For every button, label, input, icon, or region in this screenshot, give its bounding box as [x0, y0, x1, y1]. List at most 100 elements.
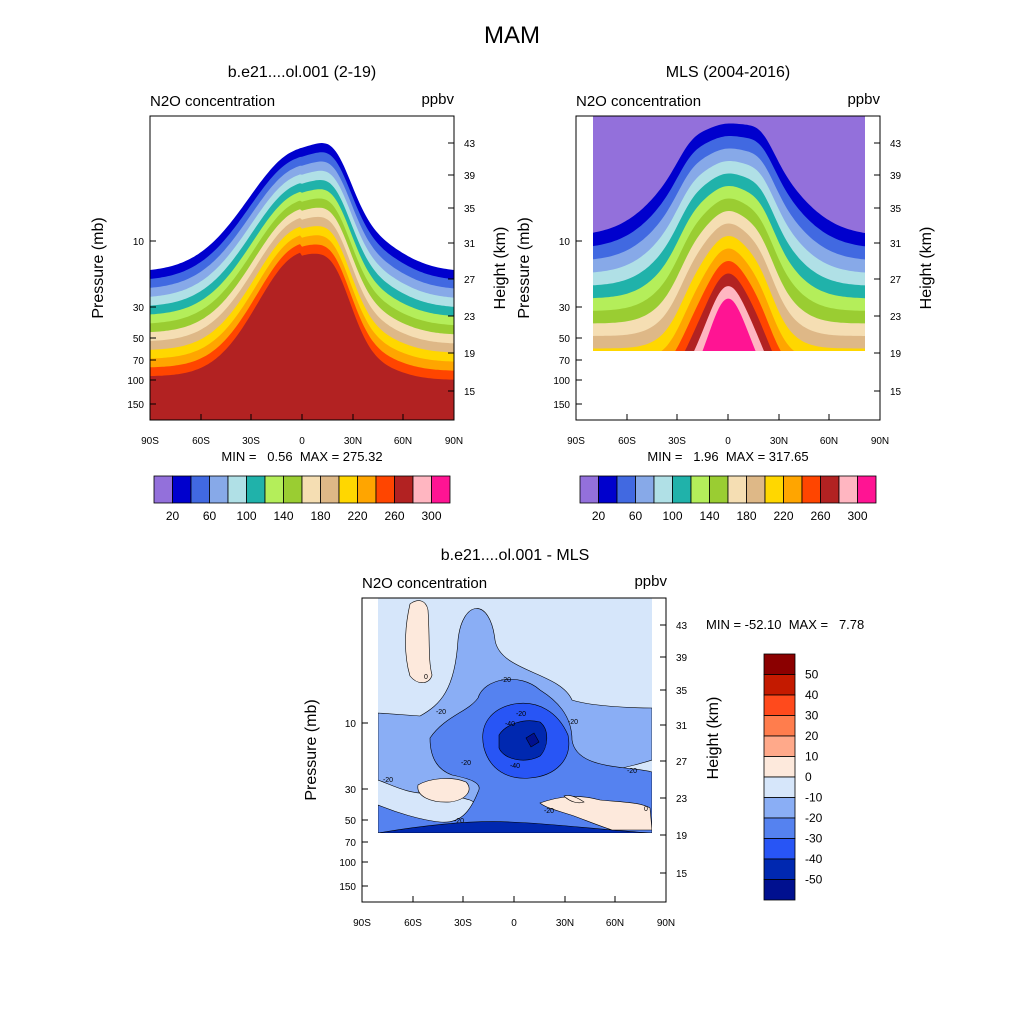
y-right-tick-label: 31 — [676, 721, 688, 732]
y-tick-label: 100 — [553, 376, 570, 387]
y-tick-label: 10 — [345, 719, 357, 730]
contour-label: -40 — [505, 721, 515, 728]
colorbar-swatch — [283, 475, 303, 504]
y-tick-label: 70 — [345, 838, 357, 849]
colorbar-swatch — [690, 475, 710, 504]
colorbar-label: 220 — [773, 509, 793, 523]
colorbar-swatch — [820, 475, 840, 504]
panel-title: MLS (2004-2016) — [666, 64, 791, 81]
unit-label: ppbv — [634, 573, 667, 590]
colorbar-swatch — [763, 694, 796, 716]
y-right-tick-label: 27 — [890, 275, 902, 286]
colorbar-swatch — [727, 475, 747, 504]
colorbar-label: 100 — [662, 509, 682, 523]
colorbar-swatch — [672, 475, 692, 504]
contour-label: 0 — [424, 674, 428, 681]
stats-label: MIN = 0.56 MAX = 275.32 — [221, 449, 382, 464]
y-right-tick-label: 23 — [464, 312, 476, 323]
y-axis-right-label: Height (km) — [492, 227, 509, 310]
x-tick-label: 90S — [567, 436, 585, 447]
y-tick-label: 70 — [559, 356, 571, 367]
colorbar-swatch — [412, 475, 432, 504]
colorbar-label: -20 — [805, 811, 823, 825]
y-right-tick-label: 27 — [464, 275, 476, 286]
variable-label: N2O concentration — [150, 93, 275, 110]
colorbar-swatch — [763, 674, 796, 696]
colorbar-label: 0 — [805, 770, 812, 784]
colorbar-label: 100 — [236, 509, 256, 523]
colorbar-swatch — [763, 756, 796, 778]
colorbar-swatch — [190, 475, 210, 504]
colorbar-swatch — [746, 475, 766, 504]
colorbar-swatch — [709, 475, 729, 504]
x-tick-label: 60N — [820, 436, 838, 447]
contour-label: -20 — [501, 677, 511, 684]
colorbar-swatch — [783, 475, 803, 504]
colorbar-swatch — [857, 475, 877, 504]
stats-label: MIN = 1.96 MAX = 317.65 — [647, 449, 808, 464]
x-tick-label: 90S — [353, 918, 371, 929]
contour-label: 0 — [644, 806, 648, 813]
colorbar-label: 220 — [347, 509, 367, 523]
colorbar: 20 60 100 140 180 220 260 300 — [579, 475, 877, 523]
colorbar-label: 140 — [273, 509, 293, 523]
colorbar-label: 20 — [805, 729, 819, 743]
contour-region — [563, 795, 585, 804]
y-right-tick-label: 43 — [676, 621, 688, 632]
contour-label: -20 — [516, 711, 526, 718]
y-axis-label: Pressure (mb) — [516, 217, 533, 318]
x-tick-label: 90N — [445, 436, 463, 447]
colorbar-label: 300 — [847, 509, 867, 523]
contour-label: -20 — [383, 777, 393, 784]
colorbar-swatch — [763, 858, 796, 880]
panel-title: b.e21....ol.001 - MLS — [441, 547, 590, 564]
colorbar-label: -30 — [805, 832, 823, 846]
y-right-tick-label: 19 — [676, 831, 688, 842]
y-right-tick-label: 35 — [890, 204, 902, 215]
y-axis-label: Pressure (mb) — [90, 217, 107, 318]
contour-region — [539, 796, 652, 831]
contour-region — [378, 821, 652, 833]
colorbar-swatch — [246, 475, 266, 504]
y-tick-label: 150 — [339, 882, 356, 893]
panel-model: b.e21....ol.001 (2-19) N2O concentration… — [90, 64, 509, 523]
x-tick-label: 30N — [770, 436, 788, 447]
y-right-tick-label: 43 — [890, 139, 902, 150]
y-tick-label: 50 — [345, 816, 357, 827]
variable-label: N2O concentration — [362, 575, 487, 592]
y-tick-label: 30 — [559, 303, 571, 314]
y-right-tick-label: 35 — [676, 686, 688, 697]
unit-label: ppbv — [421, 91, 454, 108]
y-right-tick-label: 31 — [890, 239, 902, 250]
colorbar-swatch — [320, 475, 340, 504]
colorbar-swatch — [763, 797, 796, 819]
y-right-tick-label: 31 — [464, 239, 476, 250]
colorbar-label: 40 — [805, 688, 819, 702]
y-tick-label: 10 — [559, 237, 571, 248]
colorbar-swatch — [357, 475, 377, 504]
colorbar-label: -40 — [805, 852, 823, 866]
contour-fill — [593, 123, 865, 351]
y-tick-label: 150 — [127, 400, 144, 411]
y-axis-right-label: Height (km) — [705, 697, 722, 780]
figure-title: MAM — [484, 22, 540, 49]
colorbar-label: 140 — [699, 509, 719, 523]
axes: 90S 60S 30S 0 30N 60N 90N 10 30 50 70 100 150 43 39 35 3… — [553, 139, 901, 447]
contour-region — [417, 778, 470, 803]
contour-band — [150, 252, 454, 420]
colorbar-label: 10 — [805, 750, 819, 764]
colorbar-swatch — [763, 735, 796, 757]
colorbar-label: 180 — [310, 509, 330, 523]
colorbar-label: 180 — [736, 509, 756, 523]
y-right-tick-label: 15 — [890, 387, 902, 398]
colorbar-swatch — [338, 475, 358, 504]
y-tick-label: 30 — [345, 785, 357, 796]
x-tick-label: 90N — [657, 918, 675, 929]
contour-region — [525, 732, 540, 748]
colorbar-swatch — [394, 475, 414, 504]
colorbar-swatch — [375, 475, 395, 504]
x-tick-label: 60S — [618, 436, 636, 447]
y-tick-label: 10 — [133, 237, 145, 248]
panel-title: b.e21....ol.001 (2-19) — [228, 64, 377, 81]
variable-label: N2O concentration — [576, 93, 701, 110]
